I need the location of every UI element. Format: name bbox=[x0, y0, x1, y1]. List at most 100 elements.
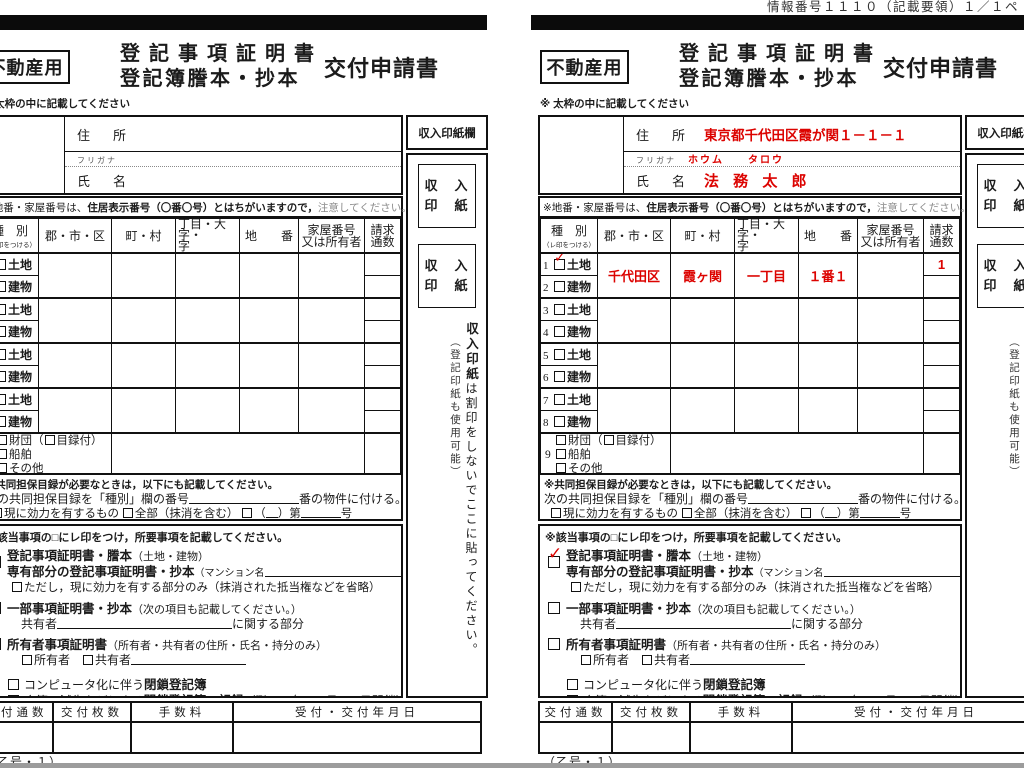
revenue-stamp-box-1[interactable]: 収 入印 紙 bbox=[418, 164, 476, 228]
building-checkbox-6[interactable] bbox=[554, 371, 565, 382]
town-cell[interactable]: 霞ヶ関 bbox=[670, 252, 735, 299]
joint-number-blank[interactable] bbox=[748, 493, 859, 504]
chome-cell[interactable] bbox=[175, 342, 240, 389]
copies-cell-3[interactable] bbox=[364, 297, 401, 321]
lot-cell[interactable] bbox=[798, 342, 858, 389]
house-number-cell[interactable] bbox=[298, 297, 365, 344]
town-cell[interactable] bbox=[670, 297, 735, 344]
district-cell[interactable] bbox=[597, 387, 671, 434]
ship-checkbox[interactable] bbox=[556, 449, 566, 460]
joint-all-checkbox[interactable] bbox=[681, 508, 692, 518]
co-owner-checkbox[interactable] bbox=[642, 655, 653, 665]
computerized-closed-checkbox[interactable] bbox=[567, 678, 578, 690]
ship-checkbox[interactable] bbox=[0, 449, 7, 460]
copies-cell-7[interactable] bbox=[364, 387, 401, 411]
copies-cell-9[interactable] bbox=[923, 432, 960, 478]
foundation-checkbox[interactable] bbox=[0, 435, 7, 446]
tohon-checkbox[interactable] bbox=[0, 556, 1, 568]
district-cell[interactable] bbox=[38, 387, 112, 434]
effective-only-checkbox[interactable] bbox=[12, 582, 22, 592]
fee-cell[interactable] bbox=[130, 721, 234, 754]
closed-day-blank[interactable] bbox=[897, 695, 919, 696]
other-checkbox[interactable] bbox=[0, 463, 7, 474]
revenue-stamp-box-2[interactable]: 収 入印 紙 bbox=[418, 244, 476, 308]
lot-cell[interactable] bbox=[239, 342, 299, 389]
inventory-checkbox[interactable] bbox=[603, 435, 614, 446]
name-value[interactable]: 法 務 太 郎 bbox=[704, 172, 812, 190]
closed-year-blank[interactable] bbox=[270, 695, 292, 696]
revenue-stamp-box-1[interactable]: 収 入印 紙 bbox=[977, 164, 1024, 228]
joint-daiichi-blank[interactable] bbox=[859, 507, 900, 518]
district-cell[interactable]: 千代田区 bbox=[597, 252, 671, 299]
lot-cell[interactable] bbox=[239, 297, 299, 344]
mansion-name-blank[interactable] bbox=[823, 566, 960, 577]
furigana-value[interactable]: ホウム タロウ bbox=[688, 155, 784, 166]
joint-paren-blank[interactable] bbox=[824, 507, 837, 518]
lot-cell[interactable] bbox=[798, 297, 858, 344]
copies-cell-2[interactable] bbox=[364, 275, 401, 299]
town-cell[interactable] bbox=[111, 252, 176, 299]
joint-other-checkbox[interactable] bbox=[801, 508, 812, 518]
joint-effective-checkbox[interactable] bbox=[551, 508, 561, 518]
joint-number-blank[interactable] bbox=[189, 493, 300, 504]
co-owner-blank[interactable] bbox=[57, 618, 233, 629]
building-checkbox-4[interactable] bbox=[0, 326, 6, 337]
district-cell[interactable] bbox=[597, 342, 671, 389]
other-checkbox[interactable] bbox=[556, 463, 566, 474]
town-cell[interactable] bbox=[111, 387, 176, 434]
closed-month-blank[interactable] bbox=[304, 695, 326, 696]
chome-cell[interactable]: 一丁目 bbox=[734, 252, 799, 299]
district-cell[interactable] bbox=[38, 252, 112, 299]
town-cell[interactable] bbox=[670, 387, 735, 434]
land-checkbox-1[interactable]: ✓ bbox=[554, 255, 566, 270]
land-checkbox-7[interactable] bbox=[554, 394, 565, 405]
issued-copies-cell[interactable] bbox=[538, 721, 613, 754]
copies-cell-4[interactable] bbox=[923, 320, 960, 344]
land-checkbox-3[interactable] bbox=[0, 304, 6, 315]
lot-cell[interactable] bbox=[239, 252, 299, 299]
co-owner-name-blank[interactable] bbox=[690, 654, 806, 665]
receipt-date-cell[interactable] bbox=[232, 721, 482, 754]
joint-all-checkbox[interactable] bbox=[122, 508, 133, 518]
co-owner-name-blank[interactable] bbox=[131, 654, 247, 665]
house-number-cell[interactable] bbox=[857, 297, 924, 344]
mansion-name-blank[interactable] bbox=[264, 566, 401, 577]
joint-paren-blank[interactable] bbox=[265, 507, 278, 518]
building-checkbox-4[interactable] bbox=[554, 326, 565, 337]
computerized-closed-checkbox[interactable] bbox=[8, 678, 19, 690]
closed-year-blank[interactable] bbox=[829, 695, 851, 696]
town-cell[interactable] bbox=[670, 342, 735, 389]
copies-cell-5[interactable] bbox=[364, 342, 401, 366]
copies-cell-3[interactable] bbox=[923, 297, 960, 321]
copies-cell-6[interactable] bbox=[923, 365, 960, 389]
building-checkbox-8[interactable] bbox=[0, 416, 6, 427]
land-checkbox-3[interactable] bbox=[554, 304, 565, 315]
town-cell[interactable] bbox=[111, 297, 176, 344]
joint-daiichi-blank[interactable] bbox=[300, 507, 341, 518]
partial-checkbox[interactable] bbox=[0, 601, 1, 614]
district-cell[interactable] bbox=[38, 297, 112, 344]
land-checkbox-5[interactable] bbox=[0, 349, 6, 360]
copies-cell-8[interactable] bbox=[923, 410, 960, 434]
building-checkbox-2[interactable] bbox=[0, 281, 6, 292]
lot-cell[interactable] bbox=[798, 387, 858, 434]
issued-copies-cell[interactable] bbox=[0, 721, 54, 754]
land-checkbox-5[interactable] bbox=[554, 349, 565, 360]
joint-other-checkbox[interactable] bbox=[242, 508, 253, 518]
address-value[interactable]: 東京都千代田区霞が関１－１－１ bbox=[704, 128, 907, 143]
land-checkbox-1[interactable] bbox=[0, 259, 6, 270]
house-number-cell[interactable] bbox=[298, 342, 365, 389]
copies-cell-2[interactable] bbox=[923, 275, 960, 299]
revenue-stamp-box-2[interactable]: 収 入印 紙 bbox=[977, 244, 1024, 308]
chome-cell[interactable] bbox=[175, 252, 240, 299]
chome-cell[interactable] bbox=[175, 297, 240, 344]
owner-checkbox[interactable] bbox=[581, 655, 591, 665]
house-number-cell[interactable] bbox=[298, 252, 365, 299]
owner-cert-checkbox[interactable] bbox=[0, 637, 1, 650]
copies-cell-6[interactable] bbox=[364, 365, 401, 389]
merger-closed-checkbox[interactable] bbox=[567, 695, 578, 696]
chome-cell[interactable] bbox=[734, 297, 799, 344]
lot-cell[interactable] bbox=[239, 387, 299, 434]
tohon-checkbox[interactable]: ✓ bbox=[548, 546, 562, 568]
copies-cell-4[interactable] bbox=[364, 320, 401, 344]
